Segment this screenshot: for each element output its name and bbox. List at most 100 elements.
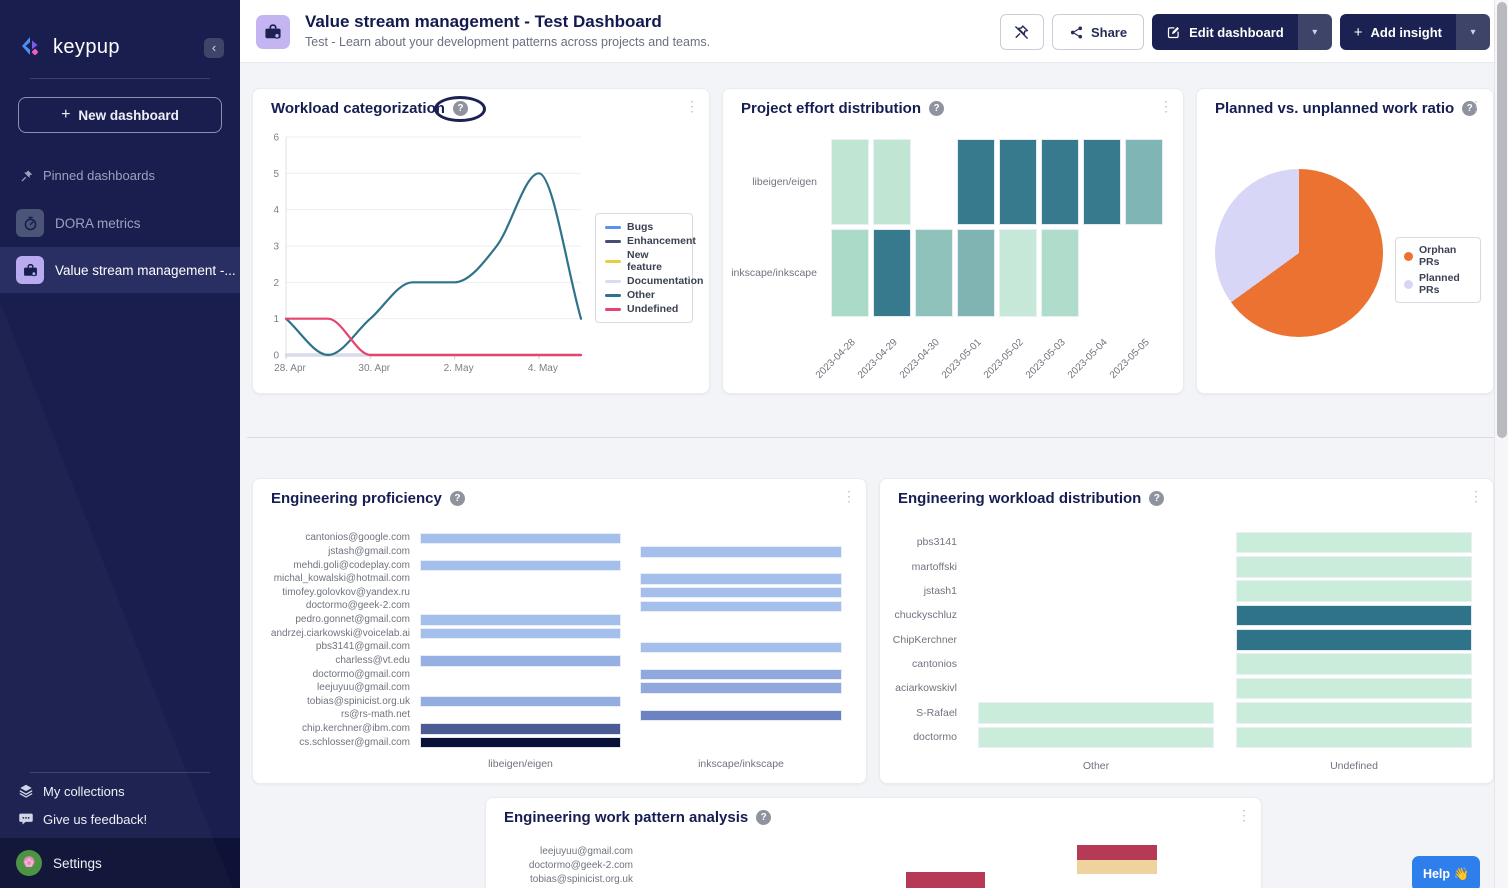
heatmap-cell: [420, 614, 621, 626]
pinned-dashboards-label: Pinned dashboards: [43, 168, 156, 183]
legend-item[interactable]: New feature: [605, 249, 683, 273]
sidebar-item-feedback[interactable]: Give us feedback!: [18, 811, 147, 827]
scrollbar-track[interactable]: [1494, 0, 1508, 888]
plus-icon: +: [61, 105, 71, 123]
legend-label: Bugs: [627, 221, 654, 233]
row-label: pedro.gonnet@gmail.com: [295, 614, 410, 626]
series-line-other: [284, 172, 583, 357]
add-insight-dropdown[interactable]: ▾: [1456, 14, 1490, 50]
help-icon[interactable]: ?: [434, 95, 487, 122]
add-insight-label: Add insight: [1370, 24, 1443, 40]
heatmap-cell: [1083, 139, 1121, 225]
legend-swatch: [605, 239, 621, 243]
card-title: Engineering workload distribution: [898, 490, 1142, 507]
row-label: doctormo@gmail.com: [312, 668, 410, 680]
dashboard-briefcase-icon: [256, 15, 290, 49]
sidebar-item-my-collections[interactable]: My collections: [18, 783, 125, 799]
x-axis-tick-label: 30. Apr: [358, 363, 390, 374]
help-icon[interactable]: ?: [756, 810, 772, 825]
card-planned-vs-unplanned: Planned vs. unplanned work ratio ? ⋮ Orp…: [1196, 88, 1494, 394]
heatmap-cell: [420, 736, 621, 749]
sidebar: keypup ‹ + New dashboard Pinned dashboar…: [0, 0, 240, 888]
heatmap-grid: pbs3141 martoffski jstash1 chuckyschluz Chip…: [880, 479, 1493, 783]
row-label: charless@vt.edu: [335, 654, 410, 666]
heatmap-cell: [640, 709, 842, 722]
legend-item[interactable]: Planned PRs: [1404, 272, 1472, 296]
row-label: inkscape/inkscape: [731, 266, 817, 279]
card-menu-kebab-icon[interactable]: ⋮: [1159, 98, 1173, 114]
heatmap-cell: [640, 587, 842, 599]
new-dashboard-button[interactable]: + New dashboard: [18, 97, 222, 133]
row-label: pbs3141@gmail.com: [315, 641, 410, 653]
edit-dashboard-dropdown[interactable]: ▾: [1297, 14, 1332, 50]
scrollbar-thumb[interactable]: [1497, 2, 1507, 438]
legend-swatch: [605, 293, 621, 297]
card-menu-kebab-icon[interactable]: ⋮: [1469, 488, 1483, 504]
heatmap-cell: [1236, 677, 1472, 700]
unpin-button[interactable]: [999, 14, 1044, 50]
row-label: chip.kerchner@ibm.com: [302, 722, 410, 734]
stacked-bar-segment: [906, 872, 985, 888]
add-insight-button[interactable]: + Add insight: [1339, 14, 1456, 50]
y-axis-tick-label: 5: [273, 169, 279, 180]
section-divider: [247, 437, 1494, 438]
heatmap-cell: [420, 696, 621, 708]
legend-label: Other: [627, 289, 656, 301]
column-label: inkscape/inkscape: [698, 758, 784, 770]
chart-legend: Orphan PRs Planned PRs: [1395, 237, 1481, 303]
sidebar-item-value-stream[interactable]: Value stream management -...: [0, 247, 240, 293]
legend-item[interactable]: Bugs: [605, 221, 683, 233]
row-label: jstash1: [923, 584, 957, 597]
sidebar-collapse-button[interactable]: ‹: [204, 38, 224, 58]
share-button[interactable]: Share: [1051, 14, 1145, 50]
card-menu-kebab-icon[interactable]: ⋮: [1469, 98, 1483, 114]
card-title: Engineering work pattern analysis: [504, 809, 749, 826]
row-label: libeigen/eigen: [752, 175, 817, 188]
row-label: tobias@spinicist.org.uk: [530, 874, 633, 885]
add-insight-split-button: + Add insight ▾: [1339, 14, 1490, 50]
stacked-bar-segment: [1077, 860, 1157, 874]
help-icon[interactable]: ?: [929, 101, 944, 116]
row-label: S-Rafael: [916, 706, 957, 719]
heatmap-cell: [640, 682, 842, 694]
row-label: tobias@spinicist.org.uk: [307, 695, 410, 707]
edit-dashboard-button[interactable]: Edit dashboard: [1152, 14, 1298, 50]
legend-item[interactable]: Undefined: [605, 303, 683, 315]
legend-item[interactable]: Documentation: [605, 275, 703, 287]
card-menu-kebab-icon[interactable]: ⋮: [842, 488, 856, 504]
row-label: timofey.golovkov@yandex.ru: [282, 586, 410, 598]
layers-icon: [19, 784, 33, 798]
legend-item[interactable]: Other: [605, 289, 683, 301]
heatmap-cell: [978, 726, 1214, 749]
legend-label: Orphan PRs: [1419, 244, 1457, 268]
pin-slash-icon: [1015, 24, 1029, 39]
help-button[interactable]: Help 👋: [1412, 856, 1480, 888]
sidebar-item-settings[interactable]: ✿ Settings: [0, 838, 240, 888]
sidebar-item-label: DORA metrics: [55, 215, 141, 231]
legend-item[interactable]: Orphan PRs: [1404, 244, 1472, 268]
card-menu-kebab-icon[interactable]: ⋮: [1237, 807, 1251, 823]
row-label: aciarkowskivl: [895, 682, 957, 695]
stacked-bar-area: leejuyuu@gmail.com doctormo@geek-2.com tob…: [486, 798, 1261, 888]
legend-item[interactable]: Enhancement: [605, 235, 696, 247]
sidebar-item-dora-metrics[interactable]: DORA metrics: [0, 205, 240, 241]
card-menu-kebab-icon[interactable]: ⋮: [685, 98, 699, 114]
heatmap-cell: [1236, 629, 1472, 651]
legend-swatch: [605, 259, 621, 263]
help-icon[interactable]: ?: [1149, 491, 1165, 506]
help-icon[interactable]: ?: [449, 491, 465, 506]
y-axis-tick-label: 6: [273, 133, 279, 144]
heatmap-cell: [915, 229, 953, 317]
heatmap-cell: [1041, 139, 1079, 225]
brand-logo[interactable]: keypup: [18, 34, 120, 60]
heatmap-cell: [831, 139, 869, 225]
legend-label: New feature: [627, 249, 663, 273]
page-subtitle: Test - Learn about your development patt…: [305, 35, 711, 49]
row-label: michal_kowalski@hotmail.com: [273, 573, 410, 585]
heatmap-grid: libeigen/eigen inkscape/inkscape 2023-04-2…: [723, 89, 1183, 393]
new-dashboard-label: New dashboard: [78, 107, 179, 123]
legend-swatch: [1404, 251, 1413, 261]
share-label: Share: [1090, 24, 1128, 40]
row-label: rs@rs-math.net: [340, 709, 410, 721]
help-icon[interactable]: ?: [1462, 101, 1478, 116]
